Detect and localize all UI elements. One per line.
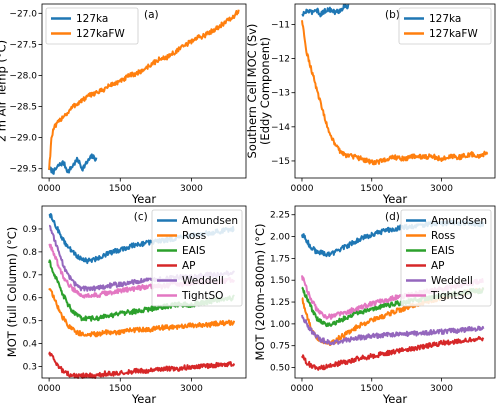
y-tick-label: 1.75 <box>270 254 290 264</box>
x-tick-label: 1500 <box>360 384 383 394</box>
y-tick-label: −28.0 <box>9 71 37 81</box>
y-tick-label: −15 <box>271 157 290 167</box>
panel-b: 0000 1500 3000 −11 −12 −13 −14 −15 Year Southern … <box>245 3 496 206</box>
legend: 127ka 127kaFW <box>398 7 492 45</box>
x-tick-label: 1500 <box>109 384 132 394</box>
legend-entry: EAIS <box>431 245 455 257</box>
panel-label: (a) <box>144 9 159 21</box>
y-axis-label: 2 m Air Temp (°C) <box>0 40 9 142</box>
series-line-weddell <box>301 314 485 346</box>
x-tick-label: 0000 <box>38 184 61 194</box>
x-tick-label: 3000 <box>180 184 203 194</box>
y-tick-label: 0.3 <box>23 363 37 373</box>
series-line-127ka <box>48 153 98 175</box>
y-tick-label: 0.7 <box>23 271 37 281</box>
x-tick-label: 0000 <box>291 184 314 194</box>
legend-entry: Weddell <box>431 275 473 287</box>
y-tick-label: 1.25 <box>270 298 290 308</box>
y-tick-label: 2.25 <box>270 211 290 221</box>
legend-entry: Ross <box>431 230 455 242</box>
series-line-127ka <box>301 3 350 18</box>
y-tick-label: 1.00 <box>270 320 290 330</box>
y-tick-label: −29.0 <box>9 134 37 144</box>
series-line-ap <box>48 351 236 379</box>
legend-entry: 127ka <box>429 13 461 25</box>
x-tick-label: 0000 <box>38 384 61 394</box>
series-line-127kafw <box>301 20 489 166</box>
panel-a: 0000 1500 3000 −29.5 −29.0 −28.5 −28.0 −27.5 −27… <box>0 3 247 206</box>
series-line-127kafw <box>48 9 240 170</box>
legend-entry: AP <box>182 260 196 272</box>
legend-entry: Weddell <box>182 275 224 287</box>
y-tick-label: 0.6 <box>23 294 38 304</box>
axes-frame <box>294 205 496 379</box>
legend-entry: Amundsen <box>431 215 487 227</box>
x-tick-label: 0000 <box>291 384 314 394</box>
y-tick-label: 1.50 <box>270 276 290 286</box>
legend-entry: TightSO <box>430 290 472 302</box>
legend-frame <box>400 209 492 307</box>
x-axis-label: Year <box>131 392 157 404</box>
panel-d: 0000 1500 3000 0.50 0.75 1.00 1.25 1.50 1.75 2.00… <box>253 205 496 404</box>
y-tick-label: −29.5 <box>9 165 37 175</box>
x-axis-label: Year <box>382 192 408 206</box>
x-tick-label: 1500 <box>109 184 132 194</box>
legend-entry: TightSO <box>181 290 223 302</box>
panel-label: (d) <box>385 211 400 223</box>
y-tick-label: −28.5 <box>9 103 37 113</box>
y-axis-label: (Eddy Component) <box>258 37 272 145</box>
y-tick-label: 2.00 <box>270 233 290 243</box>
panel-label: (c) <box>134 211 148 223</box>
y-tick-label: −12 <box>271 55 290 65</box>
axes-frame <box>294 3 496 179</box>
legend-frame <box>398 7 492 45</box>
legend-frame <box>45 7 139 45</box>
x-tick-label: 3000 <box>180 384 203 394</box>
legend-entry: 127kaFW <box>76 28 125 40</box>
y-tick-label: 0.8 <box>23 248 38 258</box>
legend: 127ka 127kaFW <box>45 7 139 45</box>
legend-entry: AP <box>431 260 445 272</box>
y-tick-label: −27.0 <box>9 9 37 19</box>
y-tick-label: 0.75 <box>270 342 290 352</box>
y-axis-label: Southern Cell MOC (Sv) <box>245 24 259 159</box>
x-axis-label: Year <box>131 192 157 206</box>
y-tick-label: −27.5 <box>9 40 37 50</box>
legend-entry: 127ka <box>76 13 108 25</box>
panel-c: 0000 1500 3000 0.3 0.4 0.5 0.6 0.7 0.8 0.9 Year MOT… <box>5 205 247 404</box>
y-tick-label: −14 <box>271 123 290 133</box>
y-tick-label: 0.50 <box>270 364 290 374</box>
y-tick-label: 0.9 <box>23 225 38 235</box>
y-tick-label: 0.4 <box>23 340 38 350</box>
legend-entry: EAIS <box>182 245 206 257</box>
legend: Amundsen Ross EAIS AP Weddell TightSO <box>151 209 243 307</box>
axes-frame <box>41 205 247 379</box>
legend-entry: 127kaFW <box>429 28 478 40</box>
legend-entry: Ross <box>182 230 206 242</box>
legend: Amundsen Ross EAIS AP Weddell TightSO <box>400 209 492 307</box>
axes-frame <box>41 3 247 179</box>
y-axis-label: MOT (200m–800m) (°C) <box>253 223 267 360</box>
x-tick-label: 3000 <box>430 384 453 394</box>
y-tick-label: −13 <box>271 89 290 99</box>
x-tick-label: 1500 <box>360 184 383 194</box>
legend-entry: Amundsen <box>182 215 238 227</box>
y-tick-label: 0.5 <box>23 317 37 327</box>
x-tick-label: 3000 <box>430 184 453 194</box>
x-axis-label: Year <box>382 392 408 404</box>
series-line-ap <box>301 335 485 371</box>
series-line-ross <box>48 287 236 338</box>
y-tick-label: −11 <box>271 20 290 30</box>
y-axis-label: MOT (full Column) (°C) <box>5 227 19 357</box>
panel-label: (b) <box>385 9 400 21</box>
legend-frame <box>151 209 243 307</box>
